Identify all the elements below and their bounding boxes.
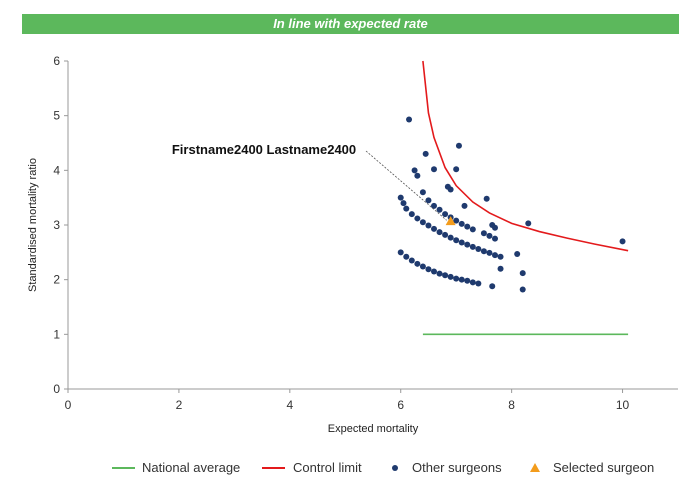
surgeon-point bbox=[431, 225, 437, 232]
legend-label: Other surgeons bbox=[412, 460, 502, 475]
y-tick-label: 4 bbox=[53, 163, 60, 177]
surgeon-point bbox=[492, 252, 498, 259]
selected-surgeon-marker bbox=[445, 216, 456, 226]
surgeon-point bbox=[431, 202, 437, 209]
surgeon-point bbox=[431, 166, 437, 173]
y-tick-label: 0 bbox=[53, 382, 60, 396]
surgeon-point bbox=[414, 260, 421, 267]
surgeon-point bbox=[447, 186, 454, 193]
surgeon-point bbox=[483, 195, 490, 202]
surgeon-point bbox=[442, 211, 449, 218]
surgeon-point bbox=[475, 280, 482, 287]
surgeon-point bbox=[406, 116, 413, 123]
surgeon-point bbox=[469, 279, 476, 286]
y-tick-label: 5 bbox=[53, 109, 60, 123]
annotation-label: Firstname2400 Lastname2400 bbox=[172, 142, 356, 157]
surgeon-point bbox=[519, 286, 526, 293]
y-tick-label: 2 bbox=[53, 273, 60, 287]
surgeon-point bbox=[455, 142, 462, 149]
surgeon-point bbox=[458, 276, 465, 283]
series-layer bbox=[397, 60, 629, 336]
surgeon-point bbox=[453, 166, 460, 173]
surgeon-point bbox=[464, 241, 471, 248]
y-tick-label: 3 bbox=[53, 218, 60, 232]
legend: National average Control limit Other surge… bbox=[112, 460, 654, 475]
surgeon-point bbox=[464, 277, 471, 284]
control-limit-curve bbox=[422, 60, 629, 252]
surgeon-point bbox=[453, 275, 460, 282]
surgeon-point bbox=[436, 206, 443, 213]
x-tick-label: 6 bbox=[397, 398, 404, 412]
surgeon-point bbox=[414, 215, 421, 222]
surgeon-point bbox=[461, 202, 468, 209]
surgeon-point bbox=[464, 223, 471, 230]
surgeon-point bbox=[403, 205, 410, 212]
surgeon-point bbox=[408, 257, 415, 264]
x-tick-label: 0 bbox=[65, 398, 72, 412]
surgeon-point bbox=[458, 220, 465, 227]
surgeon-point bbox=[497, 265, 504, 272]
surgeon-point bbox=[408, 211, 415, 218]
surgeon-point bbox=[442, 272, 449, 279]
surgeon-point bbox=[436, 229, 443, 236]
surgeon-point bbox=[414, 172, 421, 179]
annotation-leader-line bbox=[365, 150, 447, 221]
status-banner: In line with expected rate bbox=[22, 14, 679, 34]
surgeon-point bbox=[480, 248, 487, 255]
surgeon-point bbox=[425, 197, 432, 204]
surgeon-point bbox=[403, 253, 410, 260]
x-tick-label: 8 bbox=[508, 398, 515, 412]
y-tick-label: 6 bbox=[53, 54, 60, 68]
surgeon-point bbox=[400, 200, 407, 207]
x-tick-label: 4 bbox=[286, 398, 293, 412]
surgeon-point bbox=[431, 268, 437, 275]
y-tick-group: 0 1 2 3 4 5 6 bbox=[53, 54, 68, 396]
surgeon-point bbox=[442, 231, 449, 238]
legend-label: Selected surgeon bbox=[553, 460, 654, 475]
surgeon-point bbox=[486, 249, 493, 256]
surgeon-point bbox=[453, 237, 460, 244]
surgeon-point bbox=[397, 249, 404, 256]
surgeon-point bbox=[492, 224, 498, 231]
surgeon-point bbox=[422, 150, 429, 157]
surgeon-point bbox=[425, 266, 432, 273]
x-axis-title: Expected mortality bbox=[328, 423, 419, 435]
surgeon-point bbox=[514, 250, 521, 257]
x-tick-group: 0 2 4 6 8 10 bbox=[65, 389, 630, 412]
surgeon-point bbox=[411, 167, 418, 174]
y-tick-label: 1 bbox=[53, 327, 60, 341]
surgeon-point bbox=[480, 230, 487, 237]
surgeon-point bbox=[458, 239, 465, 246]
surgeon-point bbox=[419, 263, 426, 270]
x-tick-label: 10 bbox=[616, 398, 630, 412]
surgeon-point bbox=[425, 222, 432, 229]
legend-swatch bbox=[530, 463, 540, 472]
banner-text: In line with expected rate bbox=[273, 16, 428, 31]
surgeon-point bbox=[397, 194, 404, 201]
surgeon-point bbox=[469, 243, 476, 250]
surgeon-point bbox=[475, 246, 482, 253]
legend-label: National average bbox=[142, 460, 240, 475]
legend-label: Control limit bbox=[293, 460, 362, 475]
surgeon-point bbox=[419, 219, 426, 226]
surgeon-point bbox=[619, 238, 626, 245]
x-tick-label: 2 bbox=[176, 398, 183, 412]
surgeon-point bbox=[447, 273, 454, 280]
surgeon-point bbox=[492, 235, 498, 242]
surgeon-point bbox=[525, 220, 532, 227]
surgeon-point bbox=[489, 283, 496, 290]
y-axis-title: Standardised mortality ratio bbox=[27, 158, 39, 292]
legend-swatch bbox=[392, 465, 398, 471]
surgeon-point bbox=[469, 226, 476, 233]
surgeon-point bbox=[486, 232, 493, 239]
surgeon-point bbox=[497, 253, 504, 260]
surgeon-point bbox=[419, 189, 426, 196]
surgeon-point bbox=[436, 270, 443, 277]
surgeon-point bbox=[519, 270, 526, 277]
surgeon-point bbox=[453, 217, 460, 224]
surgeon-point bbox=[447, 234, 454, 241]
